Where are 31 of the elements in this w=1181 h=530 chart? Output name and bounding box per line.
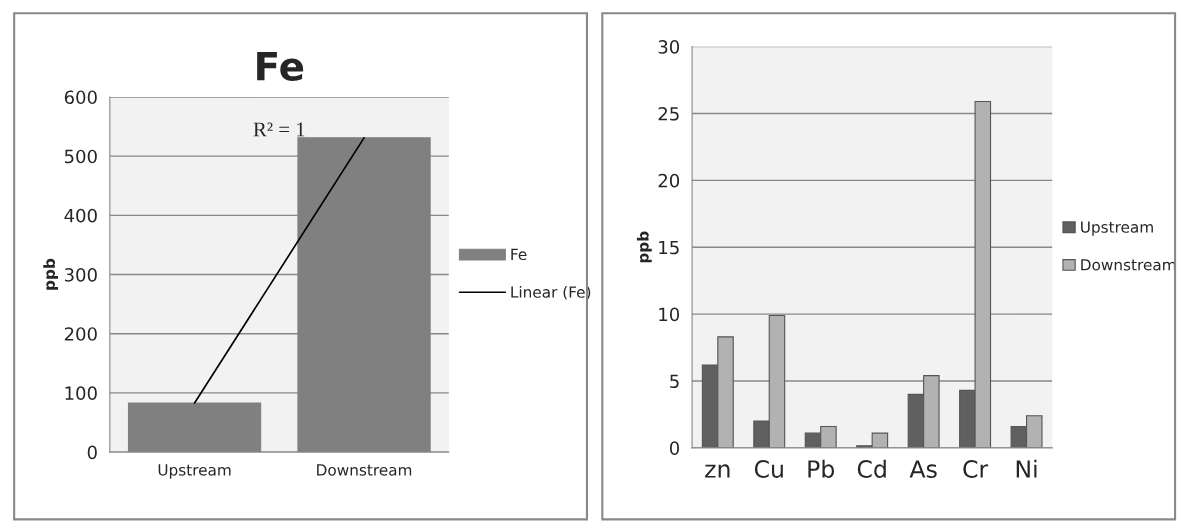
y-tick-label: 5 (670, 374, 679, 389)
legend-label: Downstream (1081, 259, 1176, 271)
y-tick-label: 100 (65, 386, 97, 401)
annotation: R² = 1 (253, 122, 305, 137)
y-tick-label: 400 (64, 208, 97, 223)
y-tick-label: 0 (87, 445, 97, 460)
y-axis-title: ppb (636, 231, 652, 263)
x-tick-label: As (909, 460, 937, 478)
x-tick-label: Pb (808, 459, 835, 478)
y-tick-label: 500 (64, 149, 97, 164)
x-tick-label: zn (705, 464, 730, 478)
y-tick-label: 15 (659, 240, 679, 255)
x-tick-label: Ni (1016, 459, 1037, 478)
x-tick-label: Upstream (158, 464, 231, 479)
y-tick-label: 30 (658, 40, 680, 54)
y-tick-label: 10 (659, 307, 680, 322)
x-tick-label: Cu (754, 460, 783, 478)
y-tick-label: 20 (658, 173, 680, 188)
legend-label: Upstream (1081, 221, 1153, 236)
y-axis-title: ppb (43, 258, 59, 290)
x-tick-label: Downstream (317, 464, 412, 476)
y-tick-label: 300 (64, 268, 97, 282)
y-tick-label: 200 (64, 327, 97, 341)
legend-label: Linear (Fe) (511, 286, 591, 300)
x-tick-label: Cr (963, 460, 989, 478)
y-tick-label: 25 (658, 106, 679, 121)
y-tick-label: 600 (64, 90, 97, 105)
y-tick-label: 0 (669, 441, 680, 455)
x-tick-label: Cd (857, 459, 886, 478)
legend-label: Fe (511, 248, 527, 261)
chart-title: Fe (257, 51, 304, 81)
